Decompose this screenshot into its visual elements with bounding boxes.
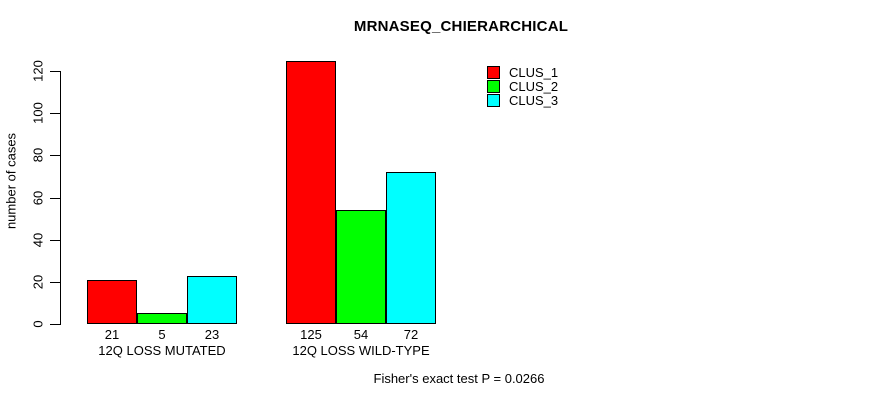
y-tick	[50, 239, 60, 241]
legend-swatch-clus_3	[487, 94, 500, 107]
y-tick-label: 120	[30, 60, 46, 82]
bar-clus_2-group1	[137, 313, 187, 324]
legend-label: CLUS_1	[509, 65, 559, 80]
y-tick	[50, 324, 60, 325]
y-tick-label: 80	[30, 148, 46, 163]
legend-item: CLUS_3	[487, 94, 558, 107]
bar-value-label: 54	[353, 327, 369, 342]
y-tick	[50, 197, 60, 199]
y-tick-label: 100	[30, 102, 46, 125]
bar-value-label: 21	[104, 327, 120, 342]
legend-label: CLUS_3	[509, 93, 559, 108]
bar-value-label: 5	[158, 327, 166, 342]
y-axis	[60, 71, 61, 325]
bar-clus_3-group2	[386, 172, 436, 324]
y-tick-label: 0	[30, 320, 46, 328]
category-label: 12Q LOSS MUTATED	[98, 343, 226, 358]
y-tick	[50, 113, 60, 115]
bar-clus_1-group1	[87, 279, 137, 324]
legend-label: CLUS_2	[509, 79, 559, 94]
bar-value-label: 72	[403, 327, 419, 342]
y-tick	[50, 281, 60, 283]
bar-clus_3-group1	[187, 275, 237, 324]
legend-swatch-clus_2	[487, 80, 500, 93]
bar-clus_2-group2	[336, 210, 386, 324]
legend-item: CLUS_2	[487, 80, 558, 93]
y-tick-label: 60	[30, 190, 46, 205]
category-label: 12Q LOSS WILD-TYPE	[292, 343, 430, 358]
y-tick	[50, 155, 60, 157]
bar-value-label: 125	[300, 327, 322, 342]
y-tick-label: 20	[30, 274, 46, 290]
y-tick	[50, 71, 60, 73]
y-tick-label: 40	[30, 232, 46, 247]
chart-title: MRNASEQ_CHIERARCHICAL	[353, 18, 569, 35]
legend-item: CLUS_1	[487, 66, 558, 79]
bar-clus_1-group2	[286, 60, 336, 324]
footnote: Fisher's exact test P = 0.0266	[373, 371, 545, 386]
legend: CLUS_1 CLUS_2 CLUS_3	[487, 66, 558, 108]
bar-value-label: 23	[204, 327, 220, 342]
legend-swatch-clus_1	[487, 66, 500, 79]
